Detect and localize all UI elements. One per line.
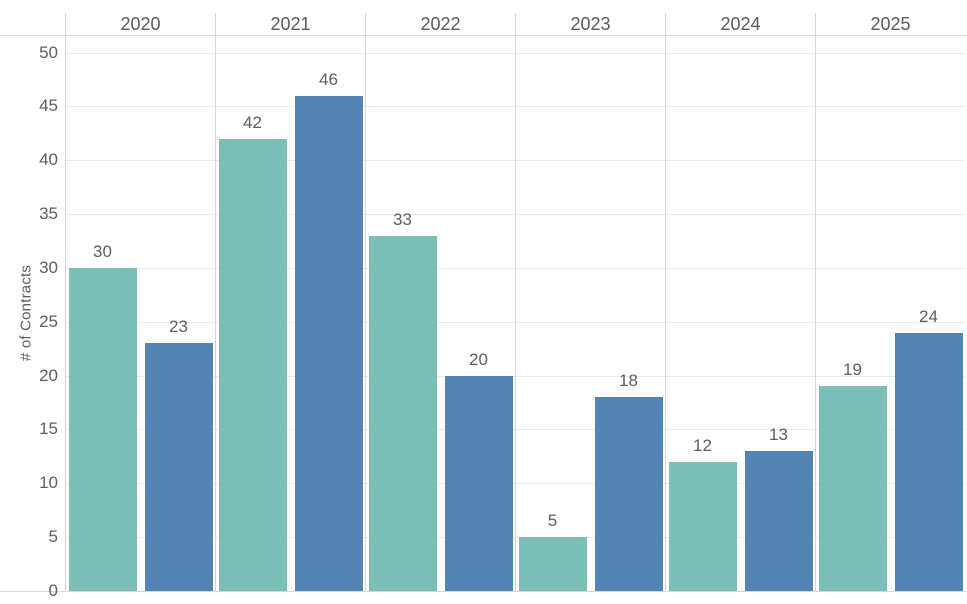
bar-value-label: 20 xyxy=(469,350,488,369)
bar-teal-2022[interactable]: 33 xyxy=(368,210,437,591)
bar-value-label: 5 xyxy=(547,511,558,530)
category-column-2025: 19 24 xyxy=(815,36,965,591)
year-label-2021: 2021 xyxy=(215,13,365,36)
y-tick-label: 30 xyxy=(39,257,58,277)
category-column-2022: 33 20 xyxy=(365,36,515,591)
x-axis-line xyxy=(0,591,967,592)
y-tick-label: 40 xyxy=(39,150,58,170)
header-divider-line xyxy=(0,35,967,36)
y-tick-label: 25 xyxy=(39,311,58,331)
plot-area: 30 23 42 46 33 20 5 18 12 13 19 24 xyxy=(65,36,965,591)
bar-blue-2020[interactable]: 23 xyxy=(144,317,213,591)
y-tick-label: 45 xyxy=(39,96,58,116)
bar-value-label: 23 xyxy=(169,317,188,336)
bar-blue-2024[interactable]: 13 xyxy=(744,425,813,591)
bar-teal-2024[interactable]: 12 xyxy=(668,436,737,591)
year-column-headers: 2020 2021 2022 2023 2024 2025 xyxy=(65,13,965,36)
year-label-2020: 2020 xyxy=(65,13,215,36)
y-tick-label: 20 xyxy=(39,365,58,385)
y-tick-label: 10 xyxy=(39,473,58,493)
bar-value-label: 18 xyxy=(619,371,638,390)
bar-value-label: 12 xyxy=(693,436,712,455)
bar-value-label: 24 xyxy=(919,307,938,326)
category-column-2020: 30 23 xyxy=(65,36,215,591)
category-column-2023: 5 18 xyxy=(515,36,665,591)
y-tick-label: 15 xyxy=(39,419,58,439)
year-label-2024: 2024 xyxy=(665,13,815,36)
bar-value-label: 13 xyxy=(769,425,788,444)
bar-blue-2023[interactable]: 18 xyxy=(594,371,663,591)
y-tick-label: 35 xyxy=(39,204,58,224)
y-tick-label: 50 xyxy=(39,42,58,62)
category-column-2024: 12 13 xyxy=(665,36,815,591)
bar-teal-2025[interactable]: 19 xyxy=(818,360,887,591)
bar-teal-2023[interactable]: 5 xyxy=(518,511,587,591)
category-columns: 30 23 42 46 33 20 5 18 12 13 19 24 xyxy=(65,36,965,591)
bar-value-label: 46 xyxy=(319,70,338,89)
bar-teal-2020[interactable]: 30 xyxy=(68,242,137,591)
bar-blue-2021[interactable]: 46 xyxy=(294,70,363,591)
bar-blue-2025[interactable]: 24 xyxy=(894,307,963,591)
y-tick-label: 5 xyxy=(48,527,58,547)
year-label-2022: 2022 xyxy=(365,13,515,36)
bar-value-label: 30 xyxy=(93,242,112,261)
bar-value-label: 42 xyxy=(243,113,262,132)
bar-value-label: 33 xyxy=(393,210,412,229)
bar-teal-2021[interactable]: 42 xyxy=(218,113,287,591)
year-label-2023: 2023 xyxy=(515,13,665,36)
year-label-2025: 2025 xyxy=(815,13,965,36)
bar-value-label: 19 xyxy=(843,360,862,379)
category-column-2021: 42 46 xyxy=(215,36,365,591)
bar-blue-2022[interactable]: 20 xyxy=(444,350,513,591)
y-tick-label: 0 xyxy=(48,581,58,600)
